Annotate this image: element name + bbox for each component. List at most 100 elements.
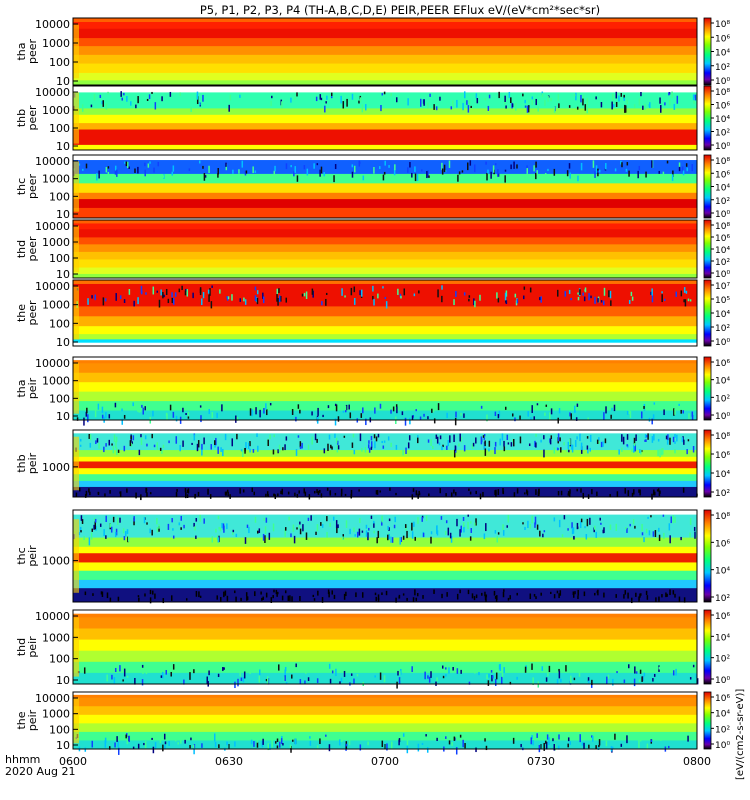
noise-mark bbox=[245, 442, 247, 449]
noise-mark bbox=[244, 170, 247, 176]
noise-mark bbox=[415, 409, 417, 412]
noise-mark bbox=[578, 669, 581, 677]
noise-mark bbox=[621, 162, 623, 168]
flux-band bbox=[73, 46, 697, 56]
noise-mark bbox=[94, 409, 97, 418]
noise-mark bbox=[348, 404, 350, 410]
noise-mark bbox=[319, 169, 321, 177]
noise-mark bbox=[395, 597, 397, 603]
noise-mark bbox=[368, 440, 370, 444]
noise-mark bbox=[84, 747, 87, 752]
noise-mark bbox=[449, 435, 451, 443]
noise-mark bbox=[226, 523, 228, 530]
noise-mark bbox=[615, 594, 617, 598]
noise-mark bbox=[455, 291, 457, 297]
noise-mark bbox=[336, 444, 339, 453]
panel-frame bbox=[72, 17, 698, 86]
noise-mark bbox=[531, 99, 534, 106]
noise-mark bbox=[140, 434, 142, 438]
noise-mark bbox=[330, 444, 332, 449]
colorbar-tick-label: 10⁴ bbox=[715, 49, 730, 59]
noise-mark bbox=[163, 733, 166, 740]
panels-group: 10000100010010thapeer10⁸10⁶10⁴10²10⁰1000… bbox=[15, 17, 730, 755]
flux-band bbox=[73, 267, 697, 275]
noise-mark bbox=[531, 405, 533, 413]
noise-mark bbox=[623, 97, 626, 101]
noise-mark bbox=[109, 490, 111, 494]
noise-mark bbox=[543, 435, 545, 440]
y-tick-label: 100 bbox=[49, 190, 70, 203]
noise-mark bbox=[508, 91, 511, 99]
colorbar-tick-label: 10⁸ bbox=[715, 20, 730, 30]
noise-mark bbox=[189, 672, 191, 680]
noise-mark bbox=[542, 533, 544, 538]
noise-mark bbox=[672, 670, 675, 676]
noise-mark bbox=[427, 416, 429, 420]
noise-mark bbox=[444, 169, 447, 173]
noise-mark bbox=[253, 741, 255, 747]
noise-mark bbox=[324, 105, 326, 113]
noise-mark bbox=[412, 488, 415, 492]
noise-mark bbox=[345, 520, 348, 528]
noise-mark bbox=[651, 418, 653, 425]
noise-mark bbox=[112, 516, 115, 523]
noise-mark bbox=[255, 407, 257, 415]
y-axis-label: peer bbox=[26, 39, 39, 65]
noise-mark bbox=[605, 740, 608, 747]
noise-mark bbox=[536, 170, 538, 175]
noise-mark bbox=[149, 161, 151, 164]
noise-mark bbox=[501, 670, 504, 678]
noise-mark bbox=[544, 99, 546, 106]
noise-mark bbox=[651, 160, 653, 168]
y-axis-label: thb bbox=[15, 454, 28, 472]
noise-mark bbox=[265, 403, 267, 410]
noise-mark bbox=[217, 515, 220, 520]
noise-mark bbox=[485, 161, 487, 165]
noise-mark bbox=[678, 166, 681, 172]
noise-mark bbox=[196, 96, 199, 105]
y-tick-label: 100 bbox=[49, 252, 70, 265]
noise-mark bbox=[124, 531, 127, 537]
noise-mark bbox=[133, 516, 135, 522]
noise-mark bbox=[381, 440, 383, 444]
noise-mark bbox=[106, 592, 109, 599]
noise-mark bbox=[692, 664, 695, 668]
noise-mark bbox=[143, 742, 145, 746]
noise-mark bbox=[628, 664, 630, 669]
noise-mark bbox=[659, 490, 661, 494]
noise-mark bbox=[672, 436, 675, 443]
noise-mark bbox=[416, 173, 419, 182]
noise-mark bbox=[494, 595, 497, 599]
y-axis-label: the bbox=[15, 304, 28, 322]
noise-mark bbox=[488, 440, 491, 447]
noise-mark bbox=[463, 292, 466, 296]
noise-mark bbox=[358, 403, 360, 411]
noise-mark bbox=[558, 408, 561, 414]
noise-mark bbox=[320, 97, 323, 101]
noise-mark bbox=[229, 94, 232, 101]
noise-mark bbox=[160, 289, 162, 296]
noise-mark bbox=[274, 165, 276, 172]
noise-mark bbox=[658, 596, 660, 603]
noise-mark bbox=[482, 491, 484, 497]
noise-mark bbox=[304, 680, 306, 684]
noise-mark bbox=[224, 433, 227, 441]
noise-mark bbox=[472, 442, 475, 447]
noise-mark bbox=[467, 105, 470, 113]
noise-mark bbox=[547, 168, 549, 172]
noise-mark bbox=[576, 403, 579, 407]
noise-mark bbox=[184, 290, 187, 296]
noise-mark bbox=[505, 290, 508, 297]
noise-mark bbox=[140, 285, 143, 294]
flux-band bbox=[73, 357, 697, 361]
noise-mark bbox=[388, 165, 390, 168]
x-tick-label: 0800 bbox=[683, 755, 711, 768]
noise-mark bbox=[463, 525, 465, 533]
noise-mark bbox=[402, 593, 405, 596]
noise-mark bbox=[284, 527, 287, 531]
flux-band bbox=[73, 316, 697, 327]
noise-mark bbox=[453, 299, 455, 306]
noise-mark bbox=[276, 738, 279, 742]
noise-mark bbox=[414, 536, 416, 541]
